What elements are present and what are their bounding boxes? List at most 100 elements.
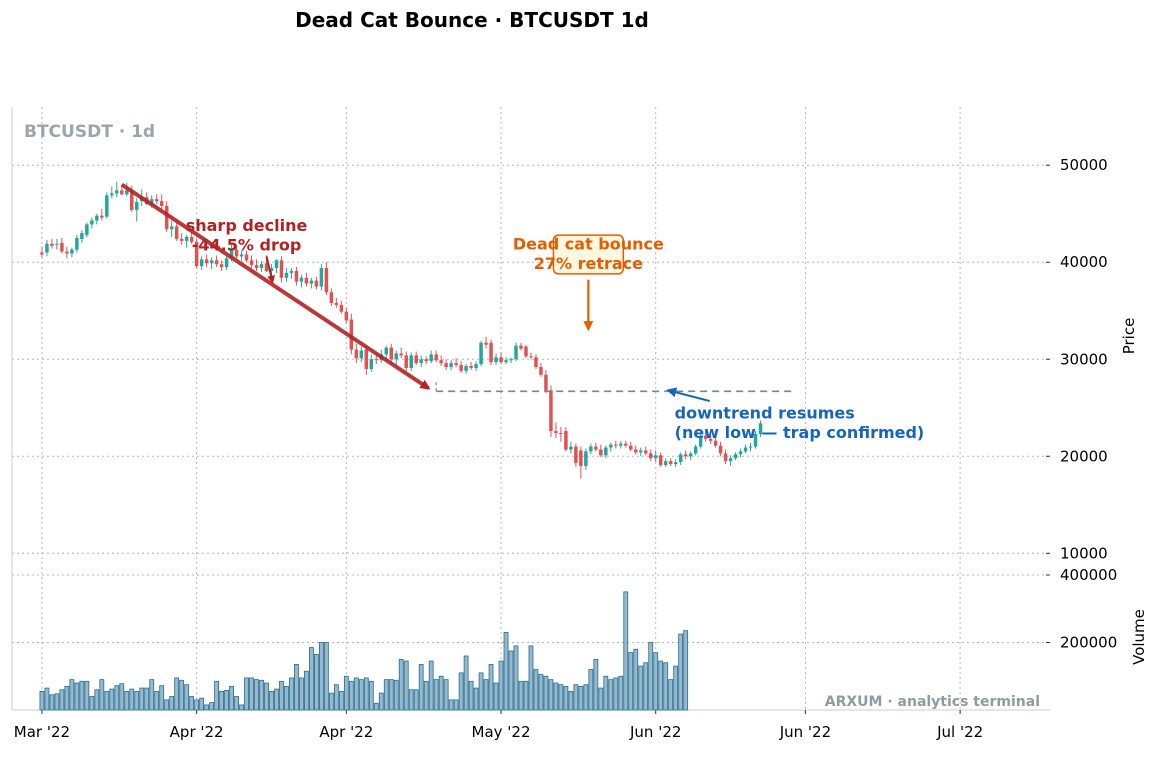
candle-body xyxy=(469,366,473,368)
volume-bar xyxy=(274,688,279,711)
volume-bar xyxy=(378,692,384,711)
candle-body xyxy=(574,446,578,464)
candle-body xyxy=(449,363,453,368)
volume-bar xyxy=(304,670,309,711)
volume-bar xyxy=(413,689,419,711)
volume-bar xyxy=(498,660,504,711)
candle-body xyxy=(299,277,304,282)
candle-body xyxy=(50,243,54,246)
volume-bar xyxy=(518,680,524,711)
candle-body xyxy=(723,453,728,462)
candle-body xyxy=(199,259,204,267)
candle-body xyxy=(509,359,513,361)
candle-body xyxy=(194,241,199,267)
volume-bar xyxy=(418,664,424,711)
volume-bar xyxy=(473,687,479,711)
candle-body xyxy=(534,357,538,368)
candle-body xyxy=(224,258,229,268)
candle-body xyxy=(579,450,583,466)
decline-label-line1: sharp decline xyxy=(186,216,308,235)
candle-body xyxy=(614,444,618,446)
volume-bar xyxy=(598,687,604,711)
chart-title: Dead Cat Bounce · BTCUSDT 1d xyxy=(295,8,649,32)
candle-body xyxy=(748,446,753,448)
volume-bar xyxy=(638,665,644,711)
candle-body xyxy=(384,347,389,355)
volume-bar xyxy=(483,679,489,711)
candle-body xyxy=(399,353,403,356)
candle-body xyxy=(619,443,623,446)
volume-bar xyxy=(588,669,594,711)
volume-bar xyxy=(54,693,60,711)
volume-bar xyxy=(194,699,200,711)
candle-body xyxy=(743,447,748,452)
volume-bar xyxy=(39,691,45,711)
candle-body xyxy=(728,458,733,462)
volume-bar xyxy=(79,680,85,711)
candle-body xyxy=(259,264,264,269)
volume-bar xyxy=(393,679,399,711)
volume-bar xyxy=(189,696,195,711)
volume-bar xyxy=(383,679,389,711)
candle-body xyxy=(164,205,169,230)
volume-bar xyxy=(234,696,239,711)
volume-bar xyxy=(154,691,160,711)
candle-body xyxy=(304,277,309,284)
candle-body xyxy=(349,319,354,350)
candle-body xyxy=(60,242,64,252)
candle-body xyxy=(319,268,324,287)
candle-body xyxy=(504,360,508,363)
x-tick-label: Jun '22 xyxy=(629,723,681,741)
candle-body xyxy=(85,224,89,236)
candle-body xyxy=(125,190,129,195)
candle-body xyxy=(604,447,608,456)
candle-body xyxy=(334,302,339,305)
volume-bar xyxy=(623,591,629,711)
candle-body xyxy=(489,342,493,363)
candle-body xyxy=(494,357,498,363)
candle-body xyxy=(713,440,718,446)
candle-body xyxy=(549,390,553,432)
candle-body xyxy=(673,462,678,465)
volume-bar xyxy=(513,645,519,711)
volume-bar xyxy=(244,677,249,711)
volume-bar xyxy=(204,704,210,711)
candle-body xyxy=(499,357,503,363)
volume-bar xyxy=(618,675,624,711)
volume-bar xyxy=(578,685,584,711)
volume-bar xyxy=(433,679,439,711)
candle-body xyxy=(414,355,418,364)
volume-bar xyxy=(343,675,349,711)
volume-bar xyxy=(643,662,649,711)
volume-bar xyxy=(543,675,549,711)
volume-bar xyxy=(628,652,634,711)
candle-body xyxy=(594,446,598,450)
candle-body xyxy=(159,201,164,206)
candle-body xyxy=(269,268,274,271)
candle-body xyxy=(634,449,638,453)
volume-bar xyxy=(279,680,284,711)
candle-body xyxy=(55,243,59,245)
volume-bar xyxy=(224,690,229,711)
volume-bar xyxy=(548,679,554,711)
price-axis-label: Price xyxy=(1120,318,1138,355)
candle-body xyxy=(389,347,393,360)
x-tick-label: Apr '22 xyxy=(170,723,224,741)
candle-body xyxy=(135,202,139,210)
volume-bar xyxy=(229,685,234,711)
volume-bar xyxy=(174,677,180,711)
candle-body xyxy=(40,252,44,255)
volume-bar xyxy=(254,679,259,711)
candle-body xyxy=(314,280,319,287)
volume-bar xyxy=(478,672,484,711)
volume-bar xyxy=(134,691,140,711)
volume-bar xyxy=(653,652,659,711)
volume-bar xyxy=(49,694,55,711)
price-tick-label: 20000 xyxy=(1060,447,1108,465)
volume-bar xyxy=(149,679,155,711)
panel-label: BTCUSDT · 1d xyxy=(24,122,155,142)
volume-bar xyxy=(668,679,674,711)
volume-bar xyxy=(683,630,689,711)
volume-bar xyxy=(289,677,294,711)
volume-bar xyxy=(353,677,359,711)
